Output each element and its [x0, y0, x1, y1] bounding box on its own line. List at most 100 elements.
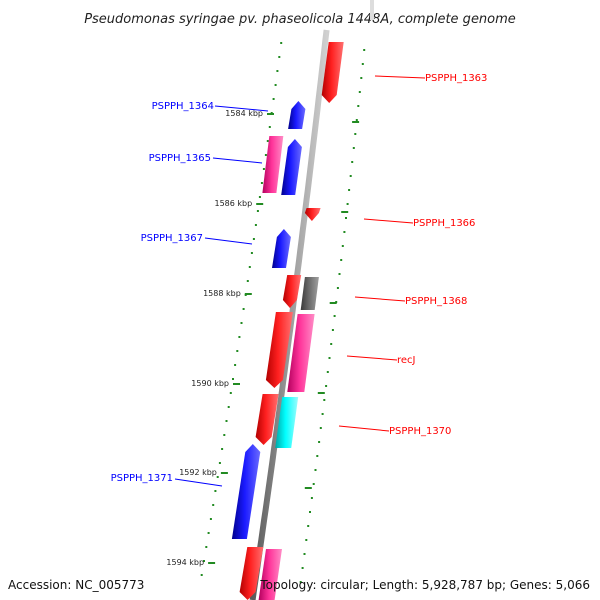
- gene-arrow[interactable]: [288, 101, 306, 129]
- tick-dot-right: [341, 245, 344, 247]
- tick-dot-right: [355, 119, 358, 121]
- tick-dot-left: [221, 448, 224, 450]
- tick-dot-right: [336, 287, 339, 289]
- tick-dot-left: [229, 392, 232, 394]
- kbp-label: 1588 kbp: [203, 289, 241, 298]
- tick-dot-right: [338, 273, 341, 275]
- gene-leader-line: [374, 75, 426, 79]
- gene-arrow[interactable]: [272, 229, 291, 268]
- tick-dot-left: [218, 462, 221, 464]
- gene-label[interactable]: PSPPH_1367: [141, 233, 203, 244]
- tick-dot-left: [203, 560, 205, 562]
- tick-dot-left: [225, 420, 228, 422]
- tick-dot-right: [333, 315, 336, 317]
- tick-dot-right: [323, 399, 326, 401]
- gene-arrow[interactable]: [321, 42, 344, 103]
- kbp-label: 1592 kbp: [179, 468, 217, 477]
- gene-features: [231, 42, 344, 600]
- tick-dot-left: [236, 350, 239, 352]
- tick-dot-right: [325, 385, 328, 387]
- tick-dot-left: [238, 336, 241, 338]
- tick-dot-right: [351, 161, 354, 163]
- gene-arrow[interactable]: [255, 394, 279, 445]
- tick-dot-left: [258, 196, 261, 198]
- gene-labels: PSPPH_1363 PSPPH_1364 PSPPH_1365 PSPPH_1366…: [111, 73, 487, 487]
- gene-arrow[interactable]: [239, 547, 264, 600]
- tick-dot-left: [256, 210, 259, 212]
- gene-label[interactable]: PSPPH_1368: [405, 296, 467, 307]
- tick-dot-right: [310, 497, 313, 499]
- tick-dot-right: [330, 343, 333, 345]
- tick-dot-left: [227, 406, 230, 408]
- map-title: Pseudomonas syringae pv. phaseolicola 14…: [84, 12, 516, 27]
- kbp-label: 1586 kbp: [214, 199, 252, 208]
- gene-arrow[interactable]: [304, 208, 321, 221]
- gene-label[interactable]: PSPPH_1371: [111, 473, 173, 484]
- major-tick-left: [220, 472, 228, 474]
- gene-leader-line: [363, 218, 414, 224]
- tick-dot-right: [316, 455, 319, 457]
- tick-dot-right: [303, 553, 306, 555]
- tick-dot-right: [301, 567, 304, 569]
- kbp-scale-labels: 1584 kbp 1586 kbp 1588 kbp 1590 kbp 1592 kbp…: [166, 109, 263, 567]
- major-tick-right: [341, 211, 349, 213]
- tick-dot-left: [266, 140, 269, 142]
- topology-text: Topology: circular; Length: 5,928,787 bp…: [260, 578, 590, 592]
- gene-arrow[interactable]: [258, 549, 282, 600]
- major-tick-right: [329, 302, 337, 304]
- gene-label[interactable]: PSPPH_1364: [152, 101, 214, 112]
- tick-marks: [200, 42, 366, 583]
- tick-dot-left: [205, 546, 208, 548]
- tick-dot-left: [212, 504, 215, 506]
- tick-dot-left: [207, 532, 210, 534]
- accession-text: Accession: NC_005773: [8, 578, 145, 592]
- tick-dot-left: [246, 280, 249, 282]
- tick-dot-left: [250, 252, 253, 254]
- kbp-label: 1584 kbp: [225, 109, 263, 118]
- gene-label[interactable]: PSPPH_1370: [389, 426, 451, 437]
- gene-arrow[interactable]: [262, 136, 284, 193]
- tick-dot-right: [309, 511, 311, 513]
- gene-arrow[interactable]: [275, 397, 299, 448]
- tick-dot-right: [346, 203, 349, 205]
- gene-label[interactable]: PSPPH_1365: [149, 153, 211, 164]
- tick-dot-right: [363, 49, 366, 51]
- gene-arrow[interactable]: [265, 312, 293, 388]
- gene-leader-line: [204, 237, 253, 245]
- gene-leader-line: [354, 296, 406, 302]
- tick-dot-right: [361, 63, 364, 65]
- major-tick-left: [208, 562, 216, 564]
- gene-arrow[interactable]: [282, 275, 302, 308]
- tick-dot-left: [216, 476, 219, 478]
- tick-dot-right: [340, 259, 343, 261]
- major-tick-right: [352, 121, 360, 123]
- tick-dot-right: [299, 581, 302, 583]
- tick-dot-left: [209, 518, 212, 520]
- tick-dot-right: [331, 329, 334, 331]
- tick-dot-left: [240, 322, 243, 324]
- tick-dot-left: [242, 308, 245, 310]
- tick-dot-right: [319, 427, 322, 429]
- gene-leader-line: [174, 478, 223, 487]
- gene-label[interactable]: recJ: [397, 355, 416, 366]
- tick-dot-right: [307, 525, 310, 527]
- tick-dot-left: [278, 56, 281, 58]
- tick-dot-right: [352, 147, 355, 149]
- gene-arrow[interactable]: [300, 277, 319, 310]
- gene-arrow[interactable]: [281, 139, 302, 195]
- tick-dot-right: [357, 105, 360, 107]
- gene-label[interactable]: PSPPH_1363: [425, 73, 487, 84]
- gene-leader-line: [214, 105, 269, 112]
- kbp-label: 1594 kbp: [166, 558, 204, 567]
- tick-dot-left: [276, 70, 279, 72]
- tick-dot-right: [321, 413, 324, 415]
- tick-dot-left: [262, 168, 265, 170]
- gene-label[interactable]: PSPPH_1366: [413, 218, 475, 229]
- major-tick-right: [304, 487, 312, 489]
- gene-arrow[interactable]: [287, 314, 315, 392]
- tick-dot-left: [274, 84, 277, 86]
- tick-dot-left: [264, 154, 267, 156]
- gene-leader-line: [338, 425, 390, 432]
- gene-arrow[interactable]: [231, 444, 261, 539]
